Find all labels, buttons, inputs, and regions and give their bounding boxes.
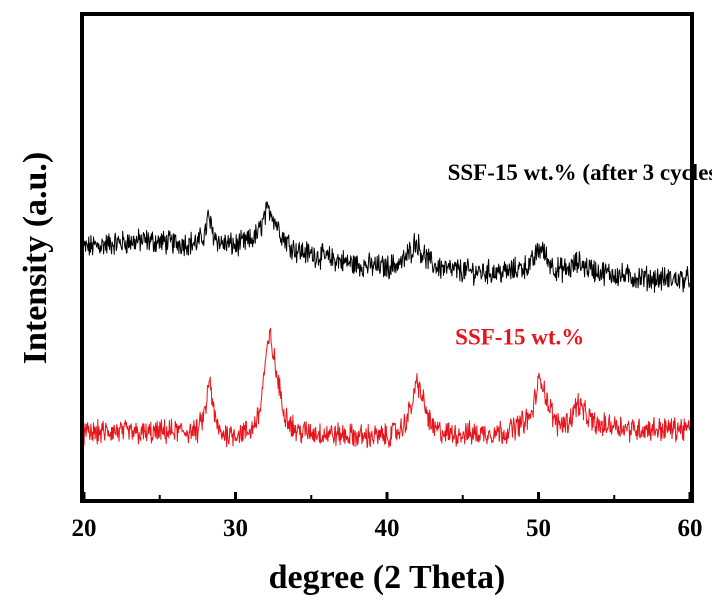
series-layer [83, 201, 690, 449]
tick-layer: 20 30 40 50 60 [72, 492, 703, 542]
x-tick-label: 40 [375, 515, 400, 542]
annotation-layer: SSF-15 wt.% (after 3 cycles) SSF-15 wt.% [448, 160, 712, 349]
x-tick-label: 30 [223, 515, 248, 542]
x-tick-label: 20 [72, 515, 97, 542]
x-tick-label: 60 [678, 515, 703, 542]
x-tick-label: 50 [526, 515, 551, 542]
series-label-fresh: SSF-15 wt.% [455, 324, 584, 349]
series-line-after-3-cycles [83, 201, 690, 293]
x-axis-title: degree (2 Theta) [269, 559, 506, 596]
series-line-fresh [83, 327, 690, 449]
series-label-after-3-cycles: SSF-15 wt.% (after 3 cycles) [448, 160, 712, 185]
y-axis-title: Intensity (a.u.) [17, 152, 54, 365]
